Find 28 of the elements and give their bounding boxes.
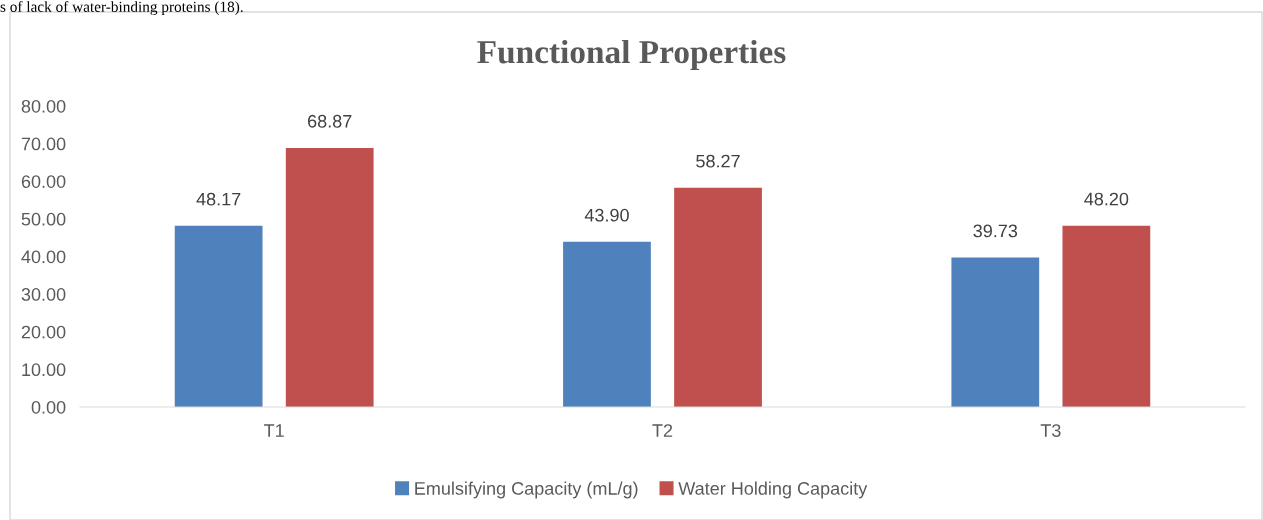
bar bbox=[951, 257, 1040, 407]
y-tick-label: 60.00 bbox=[21, 175, 66, 188]
x-tick-label: T1 bbox=[264, 424, 284, 437]
data-label: 68.87 bbox=[308, 114, 352, 128]
y-tick-label: 70.00 bbox=[21, 137, 66, 151]
y-tick-label: 50.00 bbox=[21, 212, 66, 226]
y-tick-label: 20.00 bbox=[21, 325, 66, 339]
bar bbox=[1062, 225, 1151, 407]
bar bbox=[563, 241, 651, 407]
chart-title: Functional Properties bbox=[477, 39, 786, 71]
bar bbox=[674, 187, 762, 407]
x-tick-label: T2 bbox=[652, 424, 673, 437]
data-label: 48.20 bbox=[1084, 192, 1129, 206]
y-tick-label: 10.00 bbox=[22, 363, 66, 377]
y-tick-label: 0.00 bbox=[31, 400, 66, 414]
legend-label: Emulsifying Capacity (mL/g) bbox=[415, 481, 638, 499]
y-tick-label: 80.00 bbox=[21, 99, 66, 113]
legend-label: Water Holding Capacity bbox=[678, 481, 868, 499]
bar bbox=[285, 147, 374, 407]
y-tick-label: 30.00 bbox=[21, 288, 66, 301]
y-tick-label: 40.00 bbox=[21, 250, 66, 264]
text: s of lack of water-binding proteins (18). bbox=[0, 1, 243, 16]
data-label: 48.17 bbox=[196, 192, 241, 206]
data-label: 39.73 bbox=[973, 224, 1018, 238]
bar bbox=[174, 225, 263, 407]
data-label: 58.27 bbox=[696, 154, 740, 168]
data-label: 43.90 bbox=[584, 208, 629, 222]
x-tick-label: T3 bbox=[1040, 424, 1061, 437]
